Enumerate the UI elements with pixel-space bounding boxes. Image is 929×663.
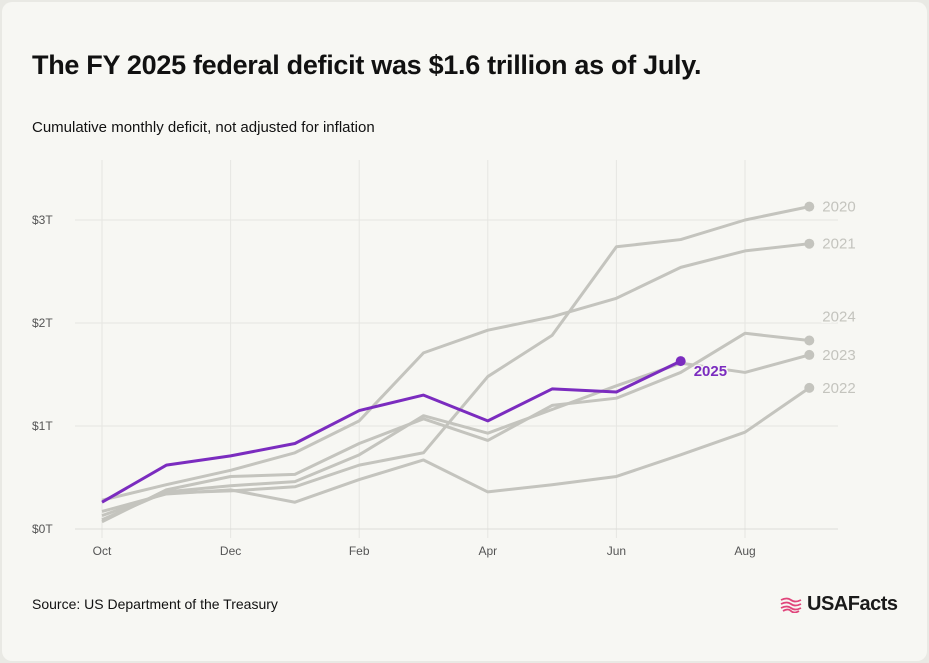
series-line-2021 xyxy=(101,242,810,502)
usafacts-logo: USAFacts xyxy=(779,593,898,616)
x-tick-label: Dec xyxy=(220,544,241,558)
series-label: 2025 xyxy=(694,363,727,380)
y-tick-label: $0T xyxy=(32,522,53,536)
chart-title: The FY 2025 federal deficit was $1.6 tri… xyxy=(32,50,702,80)
series-end-marker xyxy=(804,349,815,360)
series-end-marker xyxy=(804,201,815,212)
x-tick-label: Jun xyxy=(607,544,626,558)
series-label: 2023 xyxy=(822,347,855,364)
chart-subtitle: Cumulative monthly deficit, not adjusted… xyxy=(32,119,375,136)
series-end-marker xyxy=(804,238,815,249)
logo-text: USAFacts xyxy=(807,593,898,615)
source-note: Source: US Department of the Treasury xyxy=(32,596,278,612)
y-tick-label: $1T xyxy=(32,419,53,433)
y-tick-label: $2T xyxy=(32,316,53,330)
series-end-marker xyxy=(804,335,815,346)
series-end-marker xyxy=(804,382,815,393)
x-tick-label: Aug xyxy=(734,544,755,558)
series-2020: 2020 xyxy=(101,197,857,518)
series-label: 2021 xyxy=(822,236,855,253)
x-tick-label: Feb xyxy=(349,544,370,558)
series-line-2024 xyxy=(101,331,810,524)
series-end-marker xyxy=(675,356,686,367)
series-label: 2020 xyxy=(822,199,855,216)
y-tick-label: $3T xyxy=(32,213,53,227)
series-line-2025 xyxy=(101,359,682,504)
us-flag-icon xyxy=(780,597,802,613)
series-2025: 2025 xyxy=(101,356,729,504)
series-line-2020 xyxy=(101,205,810,518)
series-label: 2024 xyxy=(822,309,855,326)
series-2021: 2021 xyxy=(101,234,857,502)
series-2022: 2022 xyxy=(101,378,857,513)
series-label: 2022 xyxy=(822,380,855,397)
series-2024: 2024 xyxy=(101,307,857,524)
x-tick-label: Oct xyxy=(93,544,112,558)
x-tick-label: Apr xyxy=(478,544,497,558)
series-line-2022 xyxy=(101,386,811,513)
